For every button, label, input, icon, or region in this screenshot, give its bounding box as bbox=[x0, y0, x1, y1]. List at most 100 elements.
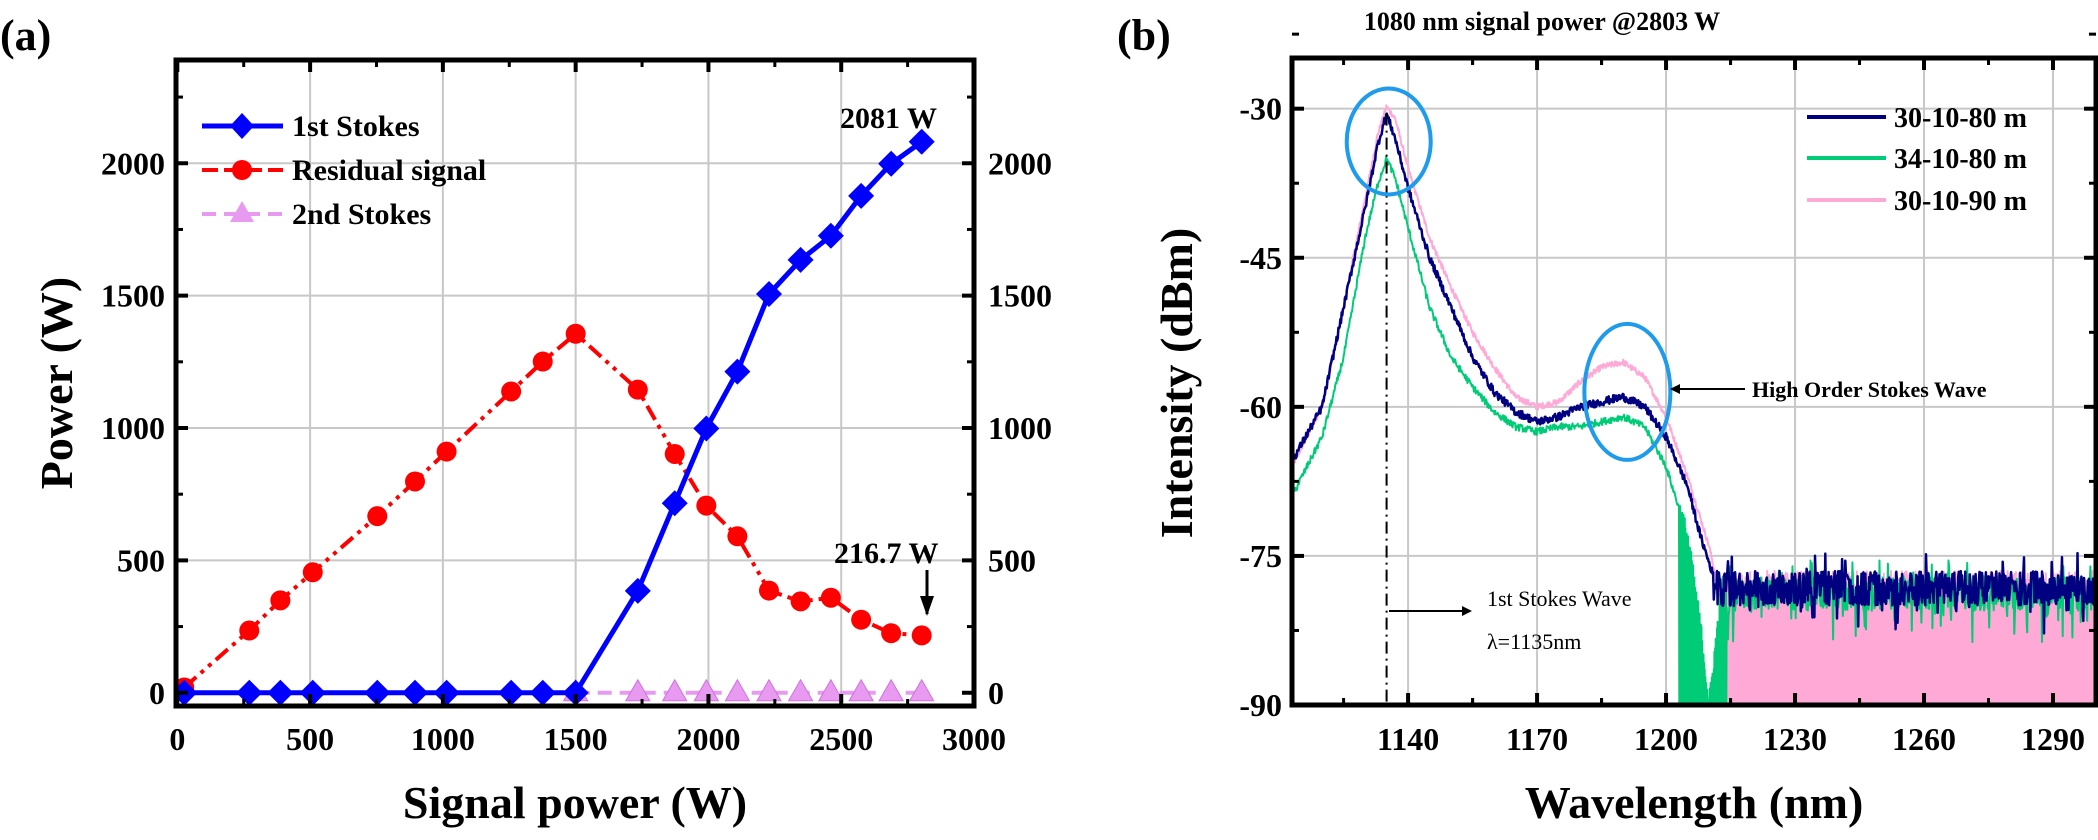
y-tick-label: -90 bbox=[1239, 687, 1282, 723]
data-point-2nd-stokes bbox=[661, 678, 688, 702]
first-stokes-highlight-ellipse bbox=[1344, 86, 1433, 197]
high-order-stokes-highlight-ellipse bbox=[1582, 321, 1673, 462]
chart-title-b: 1080 nm signal power @2803 W bbox=[1364, 7, 1720, 36]
x-tick-label: 2000 bbox=[676, 721, 740, 757]
x-tick-label: 1170 bbox=[1506, 721, 1568, 757]
panel-label-b: (b) bbox=[1117, 11, 1171, 60]
legend-item-30-10-90: 30-10-90 m bbox=[1807, 186, 2027, 217]
data-point-2nd-stokes bbox=[756, 678, 782, 702]
data-point-1st-stokes bbox=[529, 679, 556, 706]
y-tick-label-right: 0 bbox=[988, 675, 1004, 711]
data-point-2nd-stokes bbox=[693, 678, 720, 702]
x-tick-label: 1200 bbox=[1634, 721, 1698, 757]
legend-label-1st-stokes: 1st Stokes bbox=[292, 110, 420, 143]
panel-label-a: (a) bbox=[0, 11, 51, 60]
data-point-residual-signal bbox=[820, 587, 841, 608]
data-point-residual-signal bbox=[851, 609, 872, 630]
data-point-1st-stokes bbox=[562, 679, 589, 706]
x-tick-label: 1500 bbox=[544, 721, 608, 757]
data-point-1st-stokes bbox=[817, 222, 844, 249]
data-point-2nd-stokes bbox=[724, 678, 751, 702]
x-tick-label: 3000 bbox=[942, 721, 1006, 757]
x-tick-label: 1260 bbox=[1892, 721, 1956, 757]
data-point-2nd-stokes bbox=[878, 678, 905, 702]
diamond-marker-icon bbox=[230, 113, 254, 139]
x-axis-label-b: Wavelength (nm) bbox=[1525, 777, 1864, 828]
data-point-1st-stokes bbox=[878, 150, 905, 177]
legend-label-30-10-80: 30-10-80 m bbox=[1894, 103, 2027, 134]
x-tick-label: 1290 bbox=[2021, 721, 2085, 757]
data-point-residual-signal bbox=[881, 623, 902, 644]
circle-marker-icon bbox=[232, 160, 252, 180]
y-tick-label: 500 bbox=[117, 542, 165, 578]
legend-item-30-10-80: 30-10-80 m bbox=[1807, 103, 2027, 134]
y-tick-label-right: 500 bbox=[988, 542, 1036, 578]
data-point-1st-stokes bbox=[693, 415, 720, 442]
legend-b: 30-10-80 m 34-10-80 m 30-10-90 m bbox=[1807, 103, 2027, 217]
x-tick-label: 1230 bbox=[1763, 721, 1827, 757]
legend-a: 1st Stokes Residual signal 2nd Stokes bbox=[202, 110, 486, 231]
data-point-1st-stokes bbox=[236, 679, 263, 706]
series-a bbox=[176, 128, 935, 706]
annotation-lambda: λ=1135nm bbox=[1487, 629, 1581, 654]
legend-item-2nd-stokes: 2nd Stokes bbox=[202, 198, 431, 231]
legend-item-1st-stokes: 1st Stokes bbox=[202, 110, 420, 143]
data-point-residual-signal bbox=[405, 471, 426, 492]
legend-item-34-10-80: 34-10-80 m bbox=[1807, 144, 2027, 175]
plot-frame-b bbox=[1289, 55, 2098, 708]
y-tick-label: 0 bbox=[149, 675, 165, 711]
data-point-residual-signal bbox=[367, 506, 388, 527]
data-point-1st-stokes bbox=[624, 577, 651, 604]
y-tick-label-right: 1000 bbox=[988, 410, 1052, 446]
data-point-residual-signal bbox=[627, 379, 648, 400]
annotation-high-order-stokes: High Order Stokes Wave bbox=[1752, 377, 1987, 402]
annotation-max-stokes: 2081 W bbox=[840, 102, 937, 135]
data-point-residual-signal bbox=[727, 526, 748, 547]
data-point-1st-stokes bbox=[498, 679, 525, 706]
data-point-1st-stokes bbox=[755, 281, 782, 308]
series-line-30-10-90-m bbox=[1292, 104, 2096, 705]
data-point-residual-signal bbox=[436, 441, 457, 462]
legend-label-2nd-stokes: 2nd Stokes bbox=[292, 198, 431, 231]
data-point-residual-signal bbox=[239, 620, 260, 641]
y-tick-label: 2000 bbox=[101, 145, 165, 181]
data-point-residual-signal bbox=[790, 591, 811, 612]
x-tick-label: 2500 bbox=[809, 721, 873, 757]
data-point-residual-signal bbox=[911, 625, 932, 646]
y-tick-label: 1000 bbox=[101, 410, 165, 446]
data-point-1st-stokes bbox=[267, 679, 294, 706]
legend-item-residual-signal: Residual signal bbox=[202, 154, 486, 187]
y-tick-label-right: 1500 bbox=[988, 278, 1052, 314]
data-point-residual-signal bbox=[270, 590, 291, 611]
series-line-residual-signal bbox=[182, 331, 922, 690]
grid-a bbox=[176, 60, 974, 706]
data-point-residual-signal bbox=[302, 562, 323, 583]
data-point-1st-stokes bbox=[661, 490, 688, 517]
y-tick-label: -75 bbox=[1239, 538, 1282, 574]
y-tick-label-right: 2000 bbox=[988, 145, 1052, 181]
y-tick-label: -60 bbox=[1239, 389, 1282, 425]
data-point-residual-signal bbox=[565, 323, 586, 344]
data-point-1st-stokes bbox=[848, 182, 875, 209]
data-point-1st-stokes bbox=[433, 679, 460, 706]
chart-b: (b) 1080 nm signal power @2803 W 1140 117… bbox=[1117, 7, 2098, 828]
series-b bbox=[1292, 104, 2096, 705]
legend-label-residual-signal: Residual signal bbox=[292, 154, 486, 187]
data-point-1st-stokes bbox=[402, 679, 429, 706]
legend-label-34-10-80: 34-10-80 m bbox=[1894, 144, 2027, 175]
data-point-2nd-stokes bbox=[908, 678, 935, 702]
x-tick-label: 500 bbox=[286, 721, 334, 757]
y-axis-label-a: Power (W) bbox=[31, 277, 82, 489]
x-tick-label: 1140 bbox=[1377, 721, 1439, 757]
x-tick-label: 0 bbox=[169, 721, 185, 757]
triangle-marker-icon bbox=[230, 201, 254, 222]
data-point-1st-stokes bbox=[299, 679, 326, 706]
data-point-1st-stokes bbox=[724, 358, 751, 385]
series-line-30-10-80-m bbox=[1292, 112, 2096, 635]
x-axis-label-a: Signal power (W) bbox=[403, 777, 747, 828]
data-point-2nd-stokes bbox=[818, 678, 844, 702]
annotation-min-residual: 216.7 W bbox=[834, 537, 938, 570]
annotation-first-stokes: 1st Stokes Wave bbox=[1487, 586, 1631, 611]
